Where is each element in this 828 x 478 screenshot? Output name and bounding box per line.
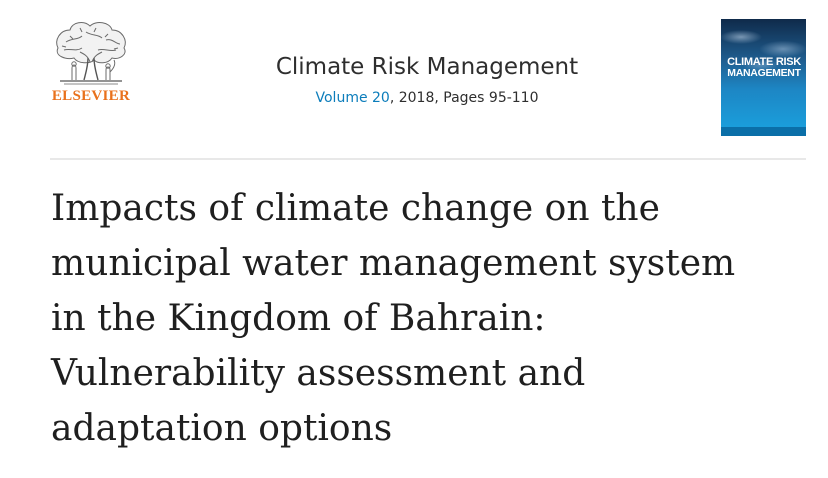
cover-sky-image bbox=[721, 19, 806, 81]
cover-title-line2: MANAGEMENT bbox=[727, 67, 801, 79]
cover-title: CLIMATE RISK MANAGEMENT bbox=[725, 57, 803, 79]
article-title-line: municipal water management system bbox=[51, 243, 736, 284]
journal-title-link[interactable]: Climate Risk Management bbox=[275, 54, 579, 80]
journal-header: ELSEVIER Climate Risk Management Volume … bbox=[0, 0, 828, 160]
cover-footer-band bbox=[721, 127, 806, 136]
journal-cover-image[interactable]: CLIMATE RISK MANAGEMENT bbox=[721, 19, 806, 136]
article-title-line: Vulnerability assessment and bbox=[51, 353, 586, 394]
cover-title-line1: CLIMATE RISK bbox=[727, 56, 801, 68]
article-title-line: adaptation options bbox=[51, 408, 393, 449]
article-title-line: Impacts of climate change on the bbox=[51, 188, 660, 229]
journal-meta: Volume 20, 2018, Pages 95-110 bbox=[200, 89, 654, 107]
elsevier-tree-icon[interactable] bbox=[50, 18, 132, 110]
journal-info: Climate Risk Management Volume 20, 2018,… bbox=[200, 52, 654, 107]
article-title-line: in the Kingdom of Bahrain: bbox=[51, 298, 546, 339]
publisher-name[interactable]: ELSEVIER bbox=[51, 88, 131, 104]
journal-year-pages: , 2018, Pages 95-110 bbox=[389, 90, 539, 106]
header-divider bbox=[50, 158, 806, 160]
article-title: Impacts of climate change on the municip… bbox=[51, 181, 821, 456]
volume-link[interactable]: Volume 20 bbox=[315, 90, 390, 106]
